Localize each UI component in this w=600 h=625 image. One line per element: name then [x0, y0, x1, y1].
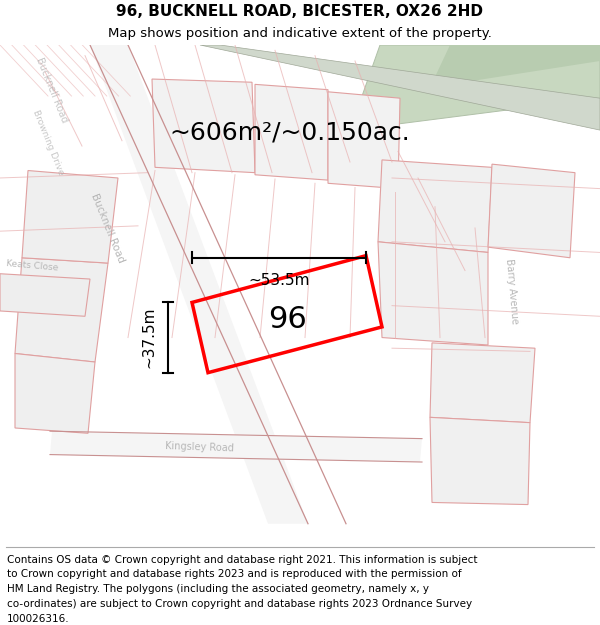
- Text: Map shows position and indicative extent of the property.: Map shows position and indicative extent…: [108, 28, 492, 40]
- Polygon shape: [378, 242, 488, 345]
- Text: ~53.5m: ~53.5m: [248, 272, 310, 288]
- Polygon shape: [152, 79, 255, 172]
- Text: ~606m²/~0.150ac.: ~606m²/~0.150ac.: [170, 120, 410, 144]
- Text: Barry Avenue: Barry Avenue: [504, 259, 520, 325]
- Polygon shape: [15, 354, 95, 433]
- Polygon shape: [0, 274, 90, 316]
- Polygon shape: [350, 45, 600, 130]
- Text: HM Land Registry. The polygons (including the associated geometry, namely x, y: HM Land Registry. The polygons (includin…: [7, 584, 429, 594]
- Text: 96, BUCKNELL ROAD, BICESTER, OX26 2HD: 96, BUCKNELL ROAD, BICESTER, OX26 2HD: [116, 4, 484, 19]
- Text: 96: 96: [268, 305, 307, 334]
- Polygon shape: [90, 45, 308, 524]
- Polygon shape: [430, 418, 530, 504]
- Polygon shape: [328, 92, 400, 189]
- Polygon shape: [200, 45, 600, 130]
- Text: ~37.5m: ~37.5m: [141, 307, 156, 368]
- Polygon shape: [488, 164, 575, 258]
- Text: Contains OS data © Crown copyright and database right 2021. This information is : Contains OS data © Crown copyright and d…: [7, 554, 478, 564]
- Polygon shape: [378, 160, 492, 252]
- Text: Keats Close: Keats Close: [5, 259, 58, 273]
- Text: Kingsley Road: Kingsley Road: [166, 441, 235, 453]
- Polygon shape: [15, 258, 108, 362]
- Polygon shape: [50, 431, 422, 462]
- Text: Browning Drive: Browning Drive: [31, 109, 65, 177]
- Text: 100026316.: 100026316.: [7, 614, 70, 624]
- Text: Bucknell Road: Bucknell Road: [89, 192, 127, 264]
- Text: Bucknell Road: Bucknell Road: [34, 56, 70, 124]
- Polygon shape: [430, 45, 600, 88]
- Text: co-ordinates) are subject to Crown copyright and database rights 2023 Ordnance S: co-ordinates) are subject to Crown copyr…: [7, 599, 472, 609]
- Polygon shape: [255, 84, 328, 180]
- Text: to Crown copyright and database rights 2023 and is reproduced with the permissio: to Crown copyright and database rights 2…: [7, 569, 462, 579]
- Polygon shape: [22, 171, 118, 263]
- Polygon shape: [430, 343, 535, 422]
